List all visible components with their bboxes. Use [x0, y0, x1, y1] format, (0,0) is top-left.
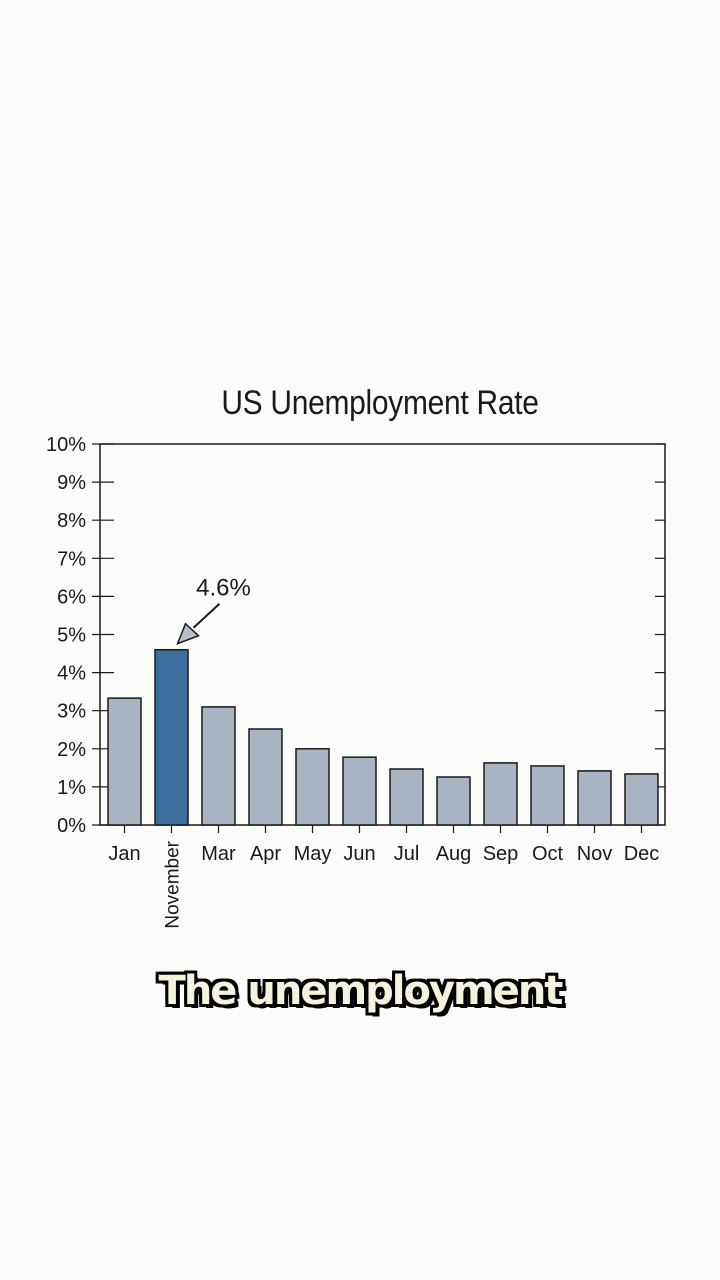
x-tick-label: Dec — [624, 843, 660, 865]
bar-november — [154, 648, 189, 826]
y-tick-label: 4% — [57, 663, 86, 685]
x-tick-label: Nov — [577, 843, 613, 865]
x-tick-label: Jan — [108, 843, 140, 865]
x-tick-label: Apr — [250, 843, 281, 865]
y-tick-label: 0% — [57, 815, 86, 837]
bar-jul — [389, 768, 424, 826]
x-tick-label: Sep — [483, 843, 519, 865]
bar-jan — [107, 697, 142, 826]
annotation-arrow-head-icon — [176, 622, 200, 646]
x-tick-label: May — [294, 843, 332, 865]
x-tick-label: Jun — [343, 843, 375, 865]
y-tick-label: 8% — [57, 510, 86, 532]
bar-may — [295, 748, 330, 826]
bar-dec — [624, 773, 659, 826]
y-tick-label: 3% — [57, 701, 86, 723]
x-tick-label: November — [163, 840, 184, 928]
x-tick-label: Oct — [532, 843, 564, 865]
chart-title: US Unemployment Rate — [221, 384, 539, 422]
bar-apr — [248, 728, 283, 826]
y-tick-label: 10% — [46, 434, 86, 456]
x-tick-label: Jul — [394, 843, 420, 865]
y-tick-label: 7% — [57, 548, 86, 570]
y-tick-label: 6% — [57, 586, 86, 608]
y-tick-label: 5% — [57, 625, 86, 647]
bar-chart: 0% 1% 2% 3% 4% 5% 6% 7% 8% 9% 10% Jan November Mar Apr… — [46, 434, 666, 929]
annotation-label: 4.6% — [196, 575, 251, 602]
x-tick-label: Mar — [201, 843, 236, 865]
y-tick-label: 1% — [57, 777, 86, 799]
y-tick-label: 2% — [57, 739, 86, 761]
bar-nov — [577, 770, 612, 826]
bar-jun — [342, 756, 377, 826]
bar-aug — [436, 776, 471, 826]
bar-mar — [201, 706, 236, 826]
y-tick-label: 9% — [57, 472, 86, 494]
bar-sep — [483, 762, 518, 826]
bar-oct — [530, 765, 565, 826]
x-tick-label: Aug — [436, 843, 472, 865]
annotation-arrow-shaft — [192, 603, 221, 629]
subtitle-caption: The unemployment — [158, 968, 564, 1014]
